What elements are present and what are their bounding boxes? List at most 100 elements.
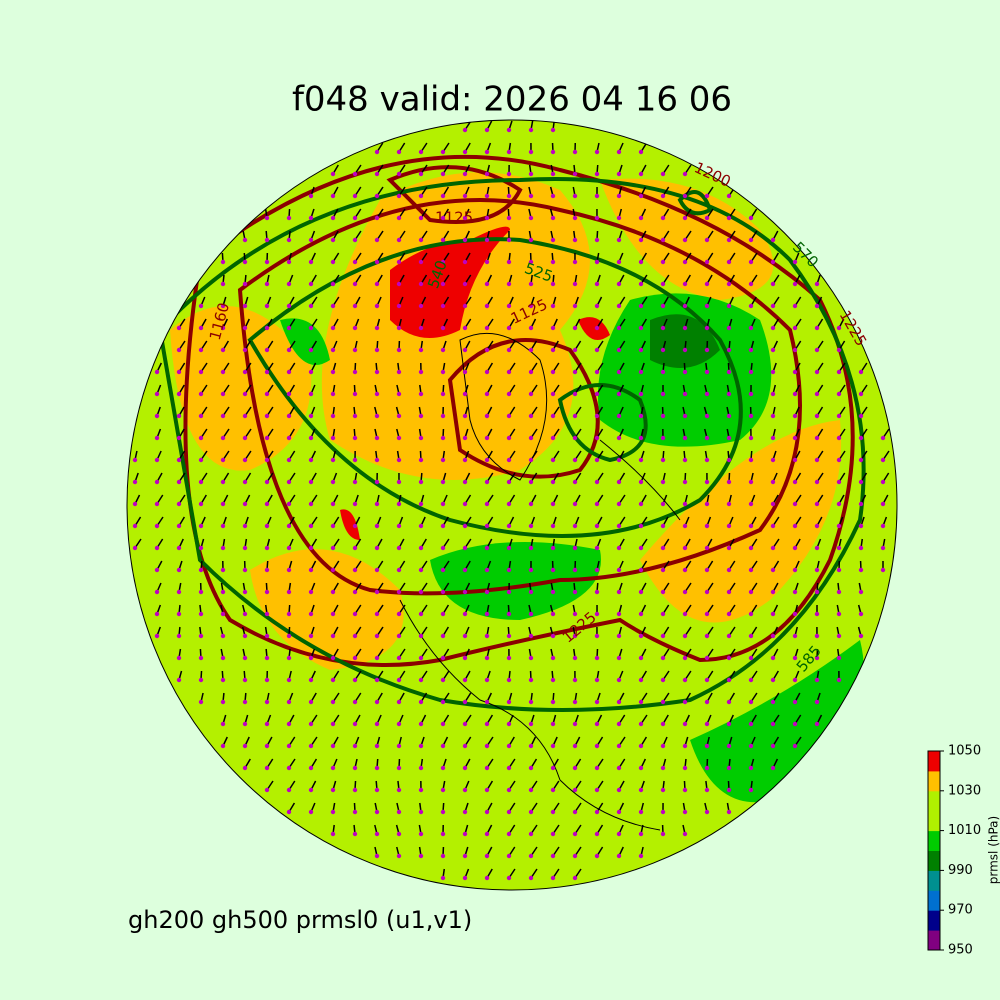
wind-dot	[440, 303, 446, 309]
wind-dot	[770, 413, 776, 419]
wind-dot	[572, 193, 578, 199]
wind-dot	[220, 501, 226, 507]
wind-dot	[814, 413, 820, 419]
wind-dot	[352, 677, 358, 683]
wind-dot	[748, 545, 754, 551]
wind-dot	[506, 611, 512, 617]
wind-dot	[440, 611, 446, 617]
wind-dot	[660, 831, 666, 837]
wind-dot	[308, 743, 314, 749]
wind-dot	[704, 303, 710, 309]
wind-dot	[220, 633, 226, 639]
wind-dot	[308, 237, 314, 243]
wind-dot	[176, 413, 182, 419]
wind-dot	[814, 589, 820, 595]
wind-dot	[330, 435, 336, 441]
wind-dot	[286, 699, 292, 705]
wind-dot	[594, 589, 600, 595]
wind-dot	[286, 567, 292, 573]
wind-dot	[352, 721, 358, 727]
wind-dot	[638, 809, 644, 815]
wind-dot	[594, 501, 600, 507]
wind-dot	[572, 457, 578, 463]
wind-dot	[770, 325, 776, 331]
wind-dot	[462, 853, 468, 859]
wind-dot	[858, 457, 864, 463]
wind-dot	[704, 611, 710, 617]
wind-dot	[770, 567, 776, 573]
wind-dot	[506, 545, 512, 551]
wind-dot	[396, 369, 402, 375]
colorbar-label: prmsl (hPa)	[987, 816, 1000, 884]
wind-dot	[418, 853, 424, 859]
wind-dot	[594, 479, 600, 485]
wind-dot	[594, 325, 600, 331]
wind-dot	[528, 831, 534, 837]
wind-dot	[462, 149, 468, 155]
wind-dot	[616, 325, 622, 331]
wind-dot	[814, 435, 820, 441]
wind-dot	[286, 215, 292, 221]
wind-dot	[748, 347, 754, 353]
wind-dot	[440, 479, 446, 485]
wind-dot	[396, 215, 402, 221]
wind-dot	[748, 699, 754, 705]
wind-dot	[242, 391, 248, 397]
wind-dot	[440, 567, 446, 573]
high-area	[170, 306, 312, 471]
wind-dot	[352, 501, 358, 507]
wind-dot	[528, 787, 534, 793]
wind-dot	[792, 281, 798, 287]
high-core	[390, 226, 510, 338]
wind-dot	[572, 787, 578, 793]
wind-dot	[198, 413, 204, 419]
wind-dot	[550, 237, 556, 243]
wind-dot	[616, 765, 622, 771]
wind-dot	[528, 259, 534, 265]
wind-dot	[418, 589, 424, 595]
wind-dot	[462, 611, 468, 617]
wind-dot	[770, 545, 776, 551]
wind-dot	[550, 457, 556, 463]
wind-dot	[462, 435, 468, 441]
wind-dot	[770, 699, 776, 705]
wind-dot	[374, 171, 380, 177]
wind-dot	[616, 633, 622, 639]
wind-dot	[638, 611, 644, 617]
wind-dot	[484, 875, 490, 881]
wind-dot	[330, 633, 336, 639]
wind-dot	[880, 479, 886, 485]
wind-dot	[418, 259, 424, 265]
wind-dot	[572, 853, 578, 859]
wind-dot	[484, 259, 490, 265]
wind-dot	[484, 457, 490, 463]
wind-dot	[154, 369, 160, 375]
wind-dot	[286, 721, 292, 727]
wind-dot	[726, 743, 732, 749]
wind-dot	[242, 303, 248, 309]
wind-dot	[440, 831, 446, 837]
wind-dot	[396, 413, 402, 419]
wind-dot	[264, 347, 270, 353]
wind-dot	[660, 369, 666, 375]
wind-dot	[594, 699, 600, 705]
wind-dot	[726, 611, 732, 617]
wind-dot	[330, 699, 336, 705]
wind-dot	[308, 809, 314, 815]
wind-dot	[506, 171, 512, 177]
wind-dot	[682, 457, 688, 463]
wind-dot	[792, 655, 798, 661]
wind-dot	[440, 523, 446, 529]
wind-dot	[616, 281, 622, 287]
wind-dot	[616, 787, 622, 793]
wind-dot	[814, 347, 820, 353]
wind-dot	[528, 237, 534, 243]
wind-dot	[616, 501, 622, 507]
wind-dot	[286, 787, 292, 793]
wind-dot	[308, 413, 314, 419]
wind-dot	[792, 501, 798, 507]
wind-dot	[704, 193, 710, 199]
wind-dot	[418, 787, 424, 793]
wind-dot	[528, 391, 534, 397]
wind-dot	[308, 787, 314, 793]
